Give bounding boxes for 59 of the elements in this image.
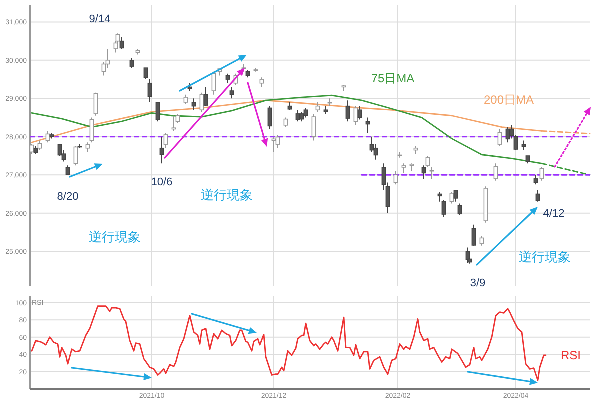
- annotation: 4/12: [543, 208, 565, 220]
- candlestick: [86, 142, 90, 153]
- candlestick: [506, 126, 510, 144]
- candlestick: [148, 79, 152, 103]
- candlestick: [402, 163, 406, 174]
- candlestick: [540, 166, 544, 182]
- candlestick: [230, 86, 234, 100]
- candlestick: [316, 102, 320, 113]
- candlestick: [358, 106, 362, 120]
- candlestick: [534, 174, 538, 186]
- candlestick: [276, 134, 280, 149]
- candlestick: [204, 86, 208, 107]
- series-label: RSI: [560, 348, 582, 362]
- annotation: 逆行現象: [89, 229, 141, 244]
- series-label: 200日MA: [484, 93, 534, 108]
- candlestick: [454, 190, 458, 202]
- candlestick: [422, 165, 426, 180]
- candlestick: [346, 100, 350, 122]
- series-label: 75日MA: [371, 72, 415, 86]
- candlestick: [144, 68, 148, 80]
- annotation: 8/20: [57, 191, 79, 204]
- candlestick: [200, 92, 204, 113]
- candlestick: [172, 115, 176, 132]
- annotation: 3/9: [470, 278, 486, 290]
- candlestick: [498, 128, 502, 147]
- candlestick: [450, 192, 454, 204]
- candlestick: [480, 236, 484, 246]
- candlestick: [312, 113, 316, 142]
- candlestick: [164, 132, 168, 149]
- candlestick: [156, 102, 160, 122]
- candlestick: [458, 203, 462, 216]
- candlestick: [430, 166, 434, 180]
- candlestick: [366, 117, 370, 134]
- candlestick: [268, 106, 272, 130]
- annotation: 10/6: [151, 176, 173, 189]
- candlestick: [472, 224, 476, 246]
- candlestick: [304, 108, 308, 118]
- candlestick: [284, 117, 288, 128]
- candlestick: [522, 140, 526, 151]
- candlestick: [160, 136, 164, 164]
- candlestick: [120, 36, 124, 50]
- candlestick: [184, 94, 188, 105]
- annotation: 9/14: [89, 14, 111, 26]
- candlestick: [494, 163, 498, 182]
- candlestick: [130, 58, 134, 69]
- annotation: 逆行現象: [201, 187, 253, 202]
- candlestick: [94, 92, 98, 116]
- candlestick: [74, 146, 78, 166]
- annotation: 逆行現象: [519, 249, 571, 264]
- candlestick: [192, 98, 196, 111]
- candlestick: [296, 110, 300, 122]
- candlestick: [300, 112, 304, 122]
- candlestick: [426, 156, 430, 168]
- candlestick: [260, 77, 264, 88]
- candlestick: [226, 73, 230, 84]
- candlestick: [394, 170, 398, 186]
- candlestick: [38, 140, 42, 151]
- candlestick: [354, 106, 358, 126]
- candlestick: [90, 117, 94, 144]
